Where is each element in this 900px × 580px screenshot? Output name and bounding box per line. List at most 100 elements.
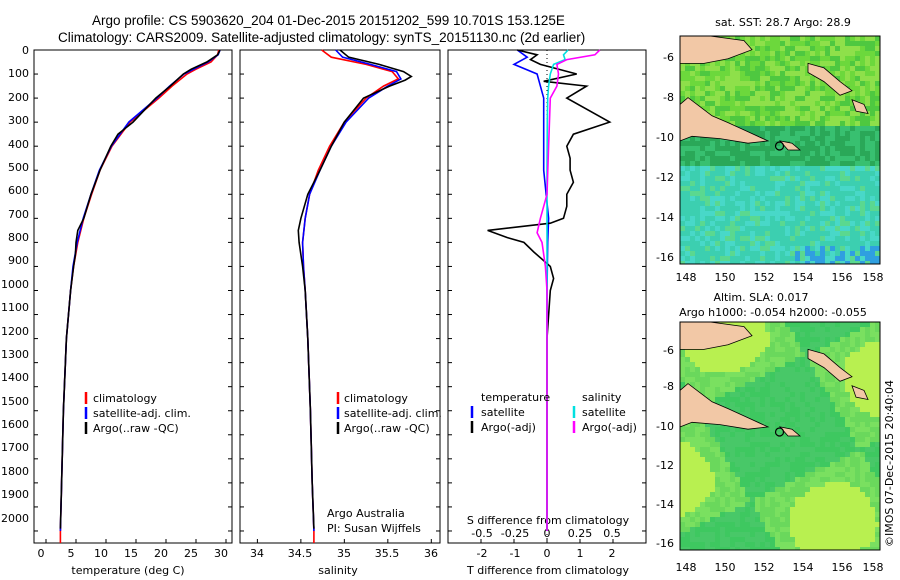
map-cell (810, 221, 815, 226)
map-cell (740, 101, 745, 106)
map-cell (780, 382, 785, 387)
map-cell (855, 412, 860, 417)
map-cell (710, 231, 715, 236)
map-cell (870, 46, 875, 51)
map-cell (765, 41, 770, 46)
map-cell (700, 462, 705, 467)
map-cell (745, 41, 750, 46)
map-cell (865, 487, 870, 492)
map-cell (780, 467, 785, 472)
map-cell (805, 231, 810, 236)
map-cell (735, 517, 740, 522)
map-cell (765, 141, 770, 146)
map-cell (695, 427, 700, 432)
map-cell (845, 156, 850, 161)
map-cell (855, 66, 860, 71)
map-cell (765, 166, 770, 171)
map-cell (720, 261, 725, 264)
map-cell (805, 477, 810, 482)
map-cell (735, 76, 740, 81)
map-cell (800, 196, 805, 201)
map-cell (870, 467, 875, 472)
map-cell (830, 482, 835, 487)
map-cell (730, 537, 735, 542)
map-cell (870, 186, 875, 191)
map-cell (875, 362, 880, 367)
map-cell (755, 51, 760, 56)
map-cell (825, 206, 830, 211)
map-cell (750, 532, 755, 537)
map-cell (720, 372, 725, 377)
map-cell (830, 116, 835, 121)
map-cell (840, 442, 845, 447)
map-cell (855, 61, 860, 66)
map-cell (835, 256, 840, 261)
map-cell (820, 226, 825, 231)
map-cell (820, 211, 825, 216)
map-cell (800, 462, 805, 467)
map-cell (800, 71, 805, 76)
map-cell (695, 502, 700, 507)
map-cell (860, 201, 865, 206)
map-cell (725, 81, 730, 86)
map-cell (825, 96, 830, 101)
map-cell (705, 487, 710, 492)
map-cell (870, 156, 875, 161)
map-cell (860, 327, 865, 332)
map-cell (740, 342, 745, 347)
map-cell (680, 246, 685, 251)
map-cell (865, 51, 870, 56)
map-cell (710, 236, 715, 241)
map-cell (735, 497, 740, 502)
map-cell (725, 347, 730, 352)
map-cell (755, 126, 760, 131)
map-cell (800, 36, 805, 41)
map-cell (865, 216, 870, 221)
map-cell (855, 176, 860, 181)
map-cell (830, 392, 835, 397)
map-cell (785, 191, 790, 196)
map-cell (745, 472, 750, 477)
map-cell (740, 206, 745, 211)
map-cell (815, 407, 820, 412)
map-cell (775, 81, 780, 86)
map-cell (790, 91, 795, 96)
map-cell (745, 161, 750, 166)
map-cell (740, 472, 745, 477)
map-cell (730, 96, 735, 101)
map-cell (790, 417, 795, 422)
map-cell (750, 377, 755, 382)
map-cell (695, 462, 700, 467)
map-cell (825, 106, 830, 111)
map-cell (800, 186, 805, 191)
map-cell (710, 81, 715, 86)
map-cell (860, 176, 865, 181)
map-cell (805, 106, 810, 111)
map-cell (825, 251, 830, 256)
map-cell (790, 512, 795, 517)
map-cell (735, 347, 740, 352)
map-cell (795, 482, 800, 487)
map-cell (775, 216, 780, 221)
map-cell (745, 442, 750, 447)
map-cell (770, 402, 775, 407)
map-cell (835, 422, 840, 427)
map-cell (855, 422, 860, 427)
map-cell (725, 61, 730, 66)
map-cell (815, 161, 820, 166)
map-cell (735, 241, 740, 246)
map-cell (730, 261, 735, 264)
map-cell (680, 81, 685, 86)
map-cell (855, 121, 860, 126)
map-cell (765, 126, 770, 131)
map-cell (765, 377, 770, 382)
map-cell (790, 527, 795, 532)
map-cell (780, 527, 785, 532)
map-cell (780, 126, 785, 131)
map-cell (820, 462, 825, 467)
map-cell (805, 201, 810, 206)
map-cell (720, 226, 725, 231)
map-cell (870, 377, 875, 382)
map-cell (735, 462, 740, 467)
map-cell (755, 452, 760, 457)
